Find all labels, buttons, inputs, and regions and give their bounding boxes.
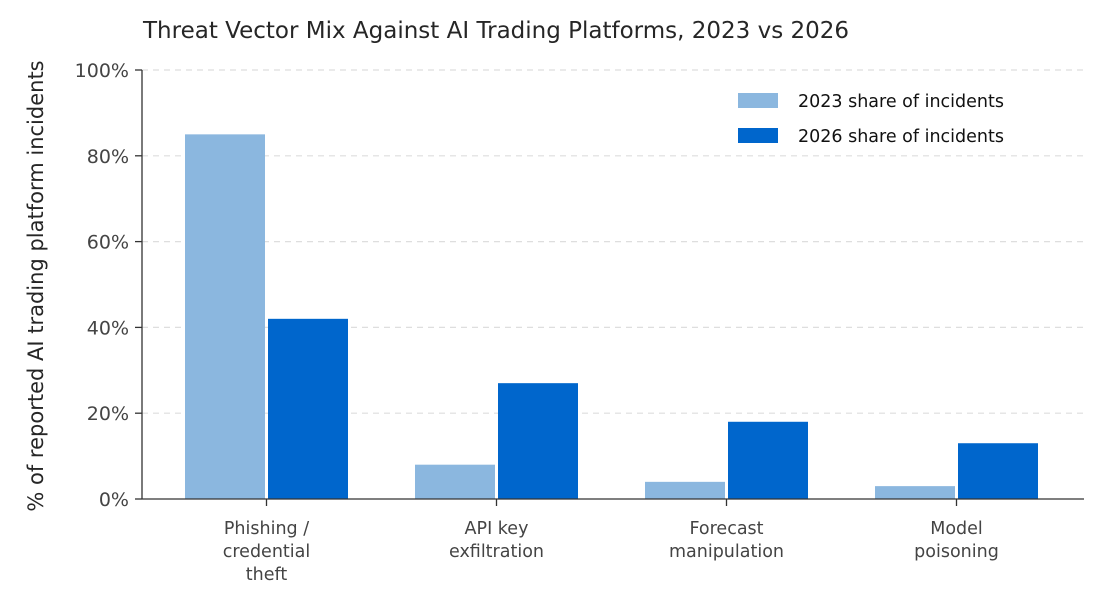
legend-label: 2023 share of incidents bbox=[798, 92, 1004, 112]
bar bbox=[268, 318, 348, 499]
chart-title: Threat Vector Mix Against AI Trading Pla… bbox=[142, 18, 849, 44]
x-tick-label: Phishing / credential theft bbox=[223, 519, 310, 585]
x-tick-label: Forecast manipulation bbox=[669, 519, 784, 562]
bar bbox=[728, 421, 808, 499]
bar bbox=[875, 486, 955, 499]
bar bbox=[645, 481, 725, 499]
y-tick-label: 40% bbox=[87, 317, 129, 339]
y-tick-label: 60% bbox=[87, 232, 129, 254]
y-ticks: 0% 20% 40% 60% 80% 100% bbox=[75, 60, 142, 511]
x-tick-label: Model poisoning bbox=[914, 519, 999, 562]
legend: 2023 share of incidents 2026 share of inc… bbox=[738, 92, 1004, 147]
legend-swatch bbox=[738, 128, 778, 143]
legend-swatch bbox=[738, 93, 778, 108]
bars bbox=[185, 134, 1038, 499]
y-tick-label: 80% bbox=[87, 146, 129, 168]
bar bbox=[185, 134, 265, 499]
y-tick-label: 20% bbox=[87, 403, 129, 425]
legend-label: 2026 share of incidents bbox=[798, 127, 1004, 147]
y-axis-label: % of reported AI trading platform incide… bbox=[24, 60, 48, 511]
bar bbox=[415, 464, 495, 499]
y-tick-label: 0% bbox=[99, 489, 129, 511]
axes bbox=[141, 70, 1084, 500]
bar bbox=[958, 443, 1038, 499]
bar bbox=[498, 383, 578, 499]
x-ticks: Phishing / credential theft API key exfiltra… bbox=[223, 499, 999, 585]
x-tick-label: API key exfiltration bbox=[449, 519, 544, 562]
y-tick-label: 100% bbox=[75, 60, 129, 82]
